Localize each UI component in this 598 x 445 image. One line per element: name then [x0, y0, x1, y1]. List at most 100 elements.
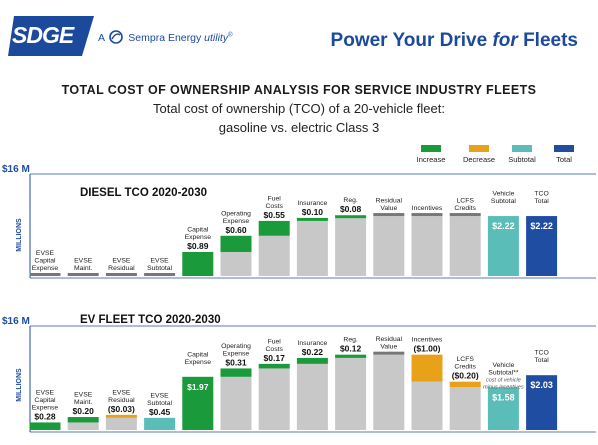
chart-2-bar-6 — [220, 368, 252, 377]
chart-1-cat-label-5-2: Expense — [185, 234, 212, 241]
chart-2-bar-4 — [144, 417, 176, 430]
chart-2-cat-label-13-1: Vehicle — [492, 362, 514, 369]
legend-label-increase: Increase — [416, 155, 446, 164]
chart-2-value-label-11: ($1.00) — [414, 344, 441, 354]
chart-2-bar-3 — [105, 414, 137, 418]
chart-1-value-label-5: $0.89 — [187, 241, 209, 251]
chart-1-cat-label-2-1: EVSE — [74, 258, 93, 265]
legend-item-increase: Increase — [407, 145, 455, 164]
chart-1-bar-base-12 — [449, 216, 481, 276]
chart-1-cat-label-14-2: Total — [534, 198, 549, 205]
chart-1-bar-8 — [296, 217, 328, 221]
chart-2-bar-5 — [182, 376, 214, 430]
chart-2-note-line-2: minus incentives — [483, 384, 524, 390]
chart-2-cat-label-6-1: Operating — [221, 343, 251, 350]
chart-2-value-label-9: $0.12 — [340, 344, 362, 354]
chart-1-cat-label-9-1: Reg. — [343, 197, 357, 204]
sempra-name: Sempra Energy — [128, 32, 202, 44]
chart-1-cat-label-7-1: Fuel — [268, 195, 282, 202]
tagline-part-1: Power Your Drive — [330, 30, 493, 51]
tagline-part-2: for — [492, 30, 518, 51]
chart-1-cat-label-12-1: LCFS — [457, 198, 475, 205]
chart-1-cat-label-7-2: Costs — [266, 203, 284, 210]
chart-2: $16 M MILLIONS EV FLEET TCO 2020-2030 $0.28… — [2, 314, 596, 433]
chart-1-bar-1 — [29, 273, 61, 276]
chart-1-cat-label-3-2: Residual — [108, 265, 135, 272]
legend-item-subtotal: Subtotal — [502, 145, 542, 164]
chart-2-bar-base-11 — [411, 381, 443, 430]
chart-2-cat-label-14-2: Total — [534, 357, 549, 364]
chart-1-bar-9 — [335, 215, 367, 219]
chart-2-cat-label-12-2: Credits — [454, 364, 476, 371]
sdge-logo — [8, 16, 94, 56]
chart-2-cat-label-5-2: Expense — [185, 359, 212, 366]
chart-1-cat-label-11-1: Incentives — [412, 205, 443, 212]
legend-label-total: Total — [556, 155, 572, 164]
chart-1-bar-11 — [411, 213, 443, 217]
chart-1-bar-12 — [449, 213, 481, 217]
chart-1-value-label-6: $0.60 — [225, 225, 247, 235]
chart-1-bar-3 — [105, 273, 137, 276]
sempra-prefix: A — [98, 32, 105, 44]
chart-2-title: EV FLEET TCO 2020-2030 — [80, 314, 221, 326]
chart-2-value-label-7: $0.17 — [264, 353, 286, 363]
chart-1: $16 M MILLIONS DIESEL TCO 2020-2030 Expense… — [2, 164, 596, 279]
legend-item-total: Total — [546, 145, 582, 164]
chart-1-cat-label-1-3: Expense — [32, 265, 59, 272]
chart-2-cat-label-4-2: Subtotal — [147, 400, 172, 407]
chart-2-bar-1 — [29, 422, 61, 430]
chart-2-bar-9 — [335, 354, 367, 358]
chart-2-bar-base-10 — [373, 354, 405, 430]
chart-2-bar-base-8 — [296, 363, 328, 430]
legend-swatch-subtotal — [512, 145, 532, 152]
chart-2-bar-base-6 — [220, 376, 252, 430]
chart-1-cat-label-14-1: TCO — [534, 191, 548, 198]
chart-1-value-label-9: $0.08 — [340, 204, 362, 214]
chart-2-cat-label-3-2: Residual — [108, 397, 135, 404]
chart-2-cat-label-10-1: Residual — [376, 336, 403, 343]
legend-item-decrease: Decrease — [455, 145, 503, 164]
chart-1-bar-base-11 — [411, 216, 443, 276]
chart-1-cat-label-2-2: Maint. — [74, 265, 93, 272]
chart-1-bar-6 — [220, 235, 252, 252]
chart-1-bar-base-6 — [220, 251, 252, 276]
chart-2-cat-label-2-2: Maint. — [74, 399, 93, 406]
sempra-swirl-icon — [109, 30, 124, 44]
chart-2-cat-label-10-2: Value — [380, 344, 397, 351]
chart-2-value-label-13: $1.58 — [492, 392, 515, 402]
chart-2-cat-label-7-1: Fuel — [268, 338, 282, 345]
chart-1-value-label-14: $2.22 — [530, 221, 553, 231]
chart-1-cat-label-12-2: Credits — [454, 205, 476, 212]
tagline-part-3: Fleets — [517, 30, 578, 51]
chart-2-cat-label-13-2: Subtotal** — [488, 369, 519, 376]
chart-1-bar-base-10 — [373, 216, 405, 276]
sempra-suffix: utility — [204, 32, 229, 44]
chart-1-bar-base-8 — [296, 220, 328, 276]
chart-1-cat-label-3-1: EVSE — [112, 258, 131, 265]
chart-2-cat-label-2-1: EVSE — [74, 392, 93, 399]
chart-2-bar-base-3 — [105, 417, 137, 430]
chart-1-value-label-13: $2.22 — [492, 221, 515, 231]
chart-2-cat-label-1-1: EVSE — [36, 389, 55, 396]
chart-2-bar-base-7 — [258, 368, 290, 430]
chart-1-bar-base-7 — [258, 235, 290, 276]
subtitle-line-1: Total cost of ownership (TCO) of a 20-ve… — [153, 101, 445, 116]
chart-2-bar-11 — [411, 354, 443, 382]
chart-1-ylabel: MILLIONS — [16, 218, 23, 252]
chart-2-cat-label-11-1: Incentives — [412, 337, 443, 344]
chart-2-value-label-3: ($0.03) — [108, 404, 135, 414]
chart-1-cat-label-13-2: Subtotal — [491, 198, 516, 205]
chart-1-bar-2 — [67, 273, 99, 276]
chart-1-cat-label-8-1: Insurance — [297, 200, 327, 207]
logo-area: SDGE A Sempra Energy utility® — [8, 14, 238, 58]
chart-1-cat-label-4-2: Subtotal — [147, 265, 172, 272]
chart-2-cat-label-6-2: Expense — [223, 350, 250, 357]
registered-mark: ® — [228, 32, 233, 39]
chart-2-cat-label-5-1: Capital — [187, 351, 209, 358]
chart-2-cat-label-7-2: Costs — [266, 346, 284, 353]
sdge-logo-text: SDGE — [12, 22, 74, 48]
chart-1-title: DIESEL TCO 2020-2030 — [80, 187, 207, 199]
chart-1-cat-label-1-2: Capital — [34, 258, 56, 265]
chart-2-cat-label-14-1: TCO — [534, 350, 548, 357]
